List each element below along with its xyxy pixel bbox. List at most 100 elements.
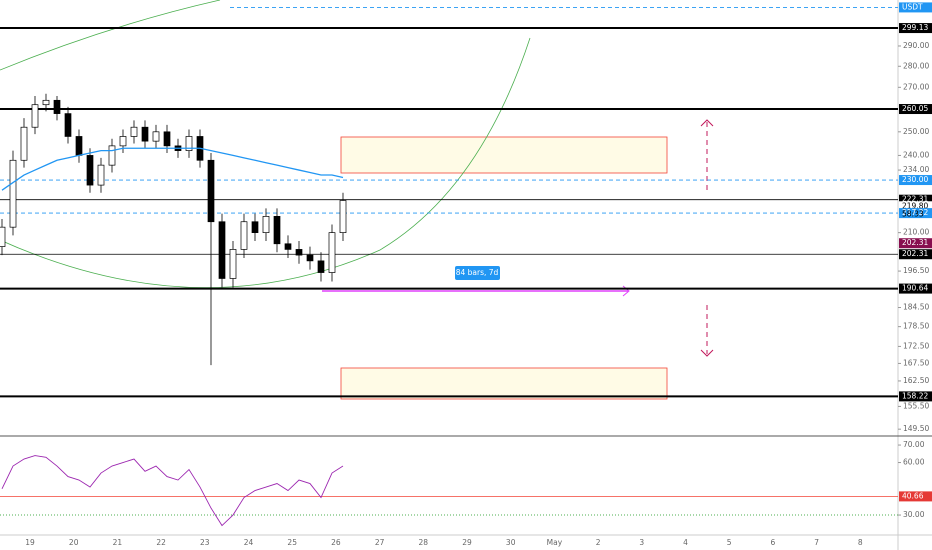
arrowhead — [700, 349, 714, 357]
candle-body — [0, 226, 6, 247]
arc — [0, 37, 531, 289]
price-label-bg — [899, 391, 932, 402]
x-tick-label: 22 — [156, 538, 166, 547]
x-tick-label: 28 — [419, 538, 429, 547]
candle-body — [339, 200, 347, 233]
y-tick-label: 162.50 — [903, 376, 929, 385]
price-label-bg — [899, 208, 932, 219]
candle-body — [141, 126, 149, 142]
price-label: 217.22 — [902, 208, 928, 217]
y-tick-label: 70.00 — [903, 440, 925, 449]
candle-body — [163, 131, 171, 147]
x-tick-label: 2 — [596, 538, 601, 547]
y-tick-label: 60.00 — [903, 458, 925, 467]
target-box — [340, 136, 668, 174]
y-tick-label: 234.00 — [903, 165, 929, 174]
candle-body — [97, 164, 105, 186]
candle-body — [207, 159, 215, 223]
candle-body — [218, 221, 226, 279]
y-tick-label: 280.00 — [903, 61, 929, 70]
candle-body — [75, 136, 83, 156]
candle-body — [86, 155, 94, 186]
y-tick-label: 196.50 — [903, 266, 929, 275]
price-label-bg — [899, 175, 932, 186]
y-tick-label: 178.50 — [903, 322, 929, 331]
arc — [0, 0, 221, 71]
target-box — [340, 367, 668, 400]
x-tick-label: 23 — [200, 538, 210, 547]
price-label: USDT — [902, 2, 923, 11]
candle-body — [295, 249, 303, 256]
y-tick-label: 270.00 — [903, 82, 929, 91]
candle-body — [108, 145, 116, 166]
candle-body — [273, 216, 281, 245]
x-tick-label: 20 — [69, 538, 79, 547]
price-label: 260.05 — [902, 104, 928, 113]
measure-box — [455, 266, 500, 280]
x-tick-label: May — [547, 538, 563, 547]
price-label-bg — [899, 249, 932, 260]
price-label: 40.66 — [902, 491, 924, 500]
x-tick-label: 8 — [858, 538, 863, 547]
candle-body — [251, 221, 259, 233]
y-tick-label: 240.00 — [903, 150, 929, 159]
x-tick-label: 26 — [331, 538, 341, 547]
y-tick-label: 172.50 — [903, 341, 929, 350]
price-label: 158.22 — [902, 391, 928, 400]
candle-body — [306, 254, 314, 262]
x-tick-label: 21 — [113, 538, 123, 547]
candle-body — [53, 99, 61, 114]
x-tick-label: 5 — [727, 538, 732, 547]
candle-body — [317, 260, 325, 273]
candle-body — [229, 249, 237, 279]
candle-body — [152, 131, 160, 142]
candle-body — [262, 216, 270, 233]
y-tick-label: 30.00 — [903, 510, 925, 519]
x-tick-label: 29 — [462, 538, 472, 547]
x-tick-label: 6 — [771, 538, 776, 547]
candle-body — [64, 113, 72, 137]
candle-body — [240, 221, 248, 250]
x-tick-label: 7 — [814, 538, 819, 547]
y-tick-label: 210.00 — [903, 228, 929, 237]
price-label: 230.00 — [902, 175, 928, 184]
price-axis — [898, 0, 932, 550]
x-tick-label: 19 — [25, 538, 35, 547]
x-tick-label: 30 — [506, 538, 516, 547]
countdown: 58:33 — [902, 209, 924, 218]
rsi-line — [1, 455, 344, 527]
candle-body — [42, 99, 50, 106]
candle-body — [20, 126, 28, 161]
price-label: 219.80 — [902, 201, 928, 210]
measure-label: 84 bars, 7d — [456, 268, 499, 277]
price-label-bg — [899, 194, 932, 205]
x-tick-label: 24 — [244, 538, 254, 547]
price-label-bg — [899, 491, 932, 502]
arrowhead — [700, 119, 714, 127]
x-tick-label: 27 — [375, 538, 385, 547]
candle-body — [185, 136, 193, 151]
candle-body — [130, 126, 138, 137]
x-tick-label: 25 — [287, 538, 297, 547]
y-tick-label: 250.00 — [903, 127, 929, 136]
candle-body — [119, 136, 127, 147]
candle-body — [284, 243, 292, 250]
price-label-bg — [899, 104, 932, 115]
price-label-bg — [899, 201, 932, 212]
candle-body — [31, 104, 39, 128]
price-label: 202.31 — [902, 249, 928, 258]
price-label-bg — [899, 2, 932, 13]
x-tick-label: 3 — [639, 538, 644, 547]
candle-body — [9, 159, 17, 228]
price-label: 190.64 — [902, 284, 928, 293]
price-label: 202.31 — [902, 238, 928, 247]
y-tick-label: 155.50 — [903, 401, 929, 410]
candle-body — [328, 232, 336, 273]
y-tick-label: 149.50 — [903, 424, 929, 433]
y-tick-label: 167.50 — [903, 358, 929, 367]
drawings: 84 bars, 7d — [0, 0, 714, 400]
y-tick-label: 290.00 — [903, 41, 929, 50]
price-label: 299.13 — [902, 23, 928, 32]
price-label-bg — [899, 238, 932, 249]
